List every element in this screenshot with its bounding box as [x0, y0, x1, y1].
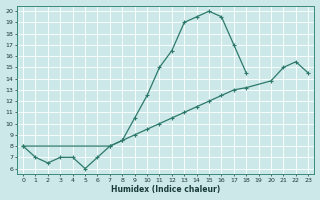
X-axis label: Humidex (Indice chaleur): Humidex (Indice chaleur) [111, 185, 220, 194]
